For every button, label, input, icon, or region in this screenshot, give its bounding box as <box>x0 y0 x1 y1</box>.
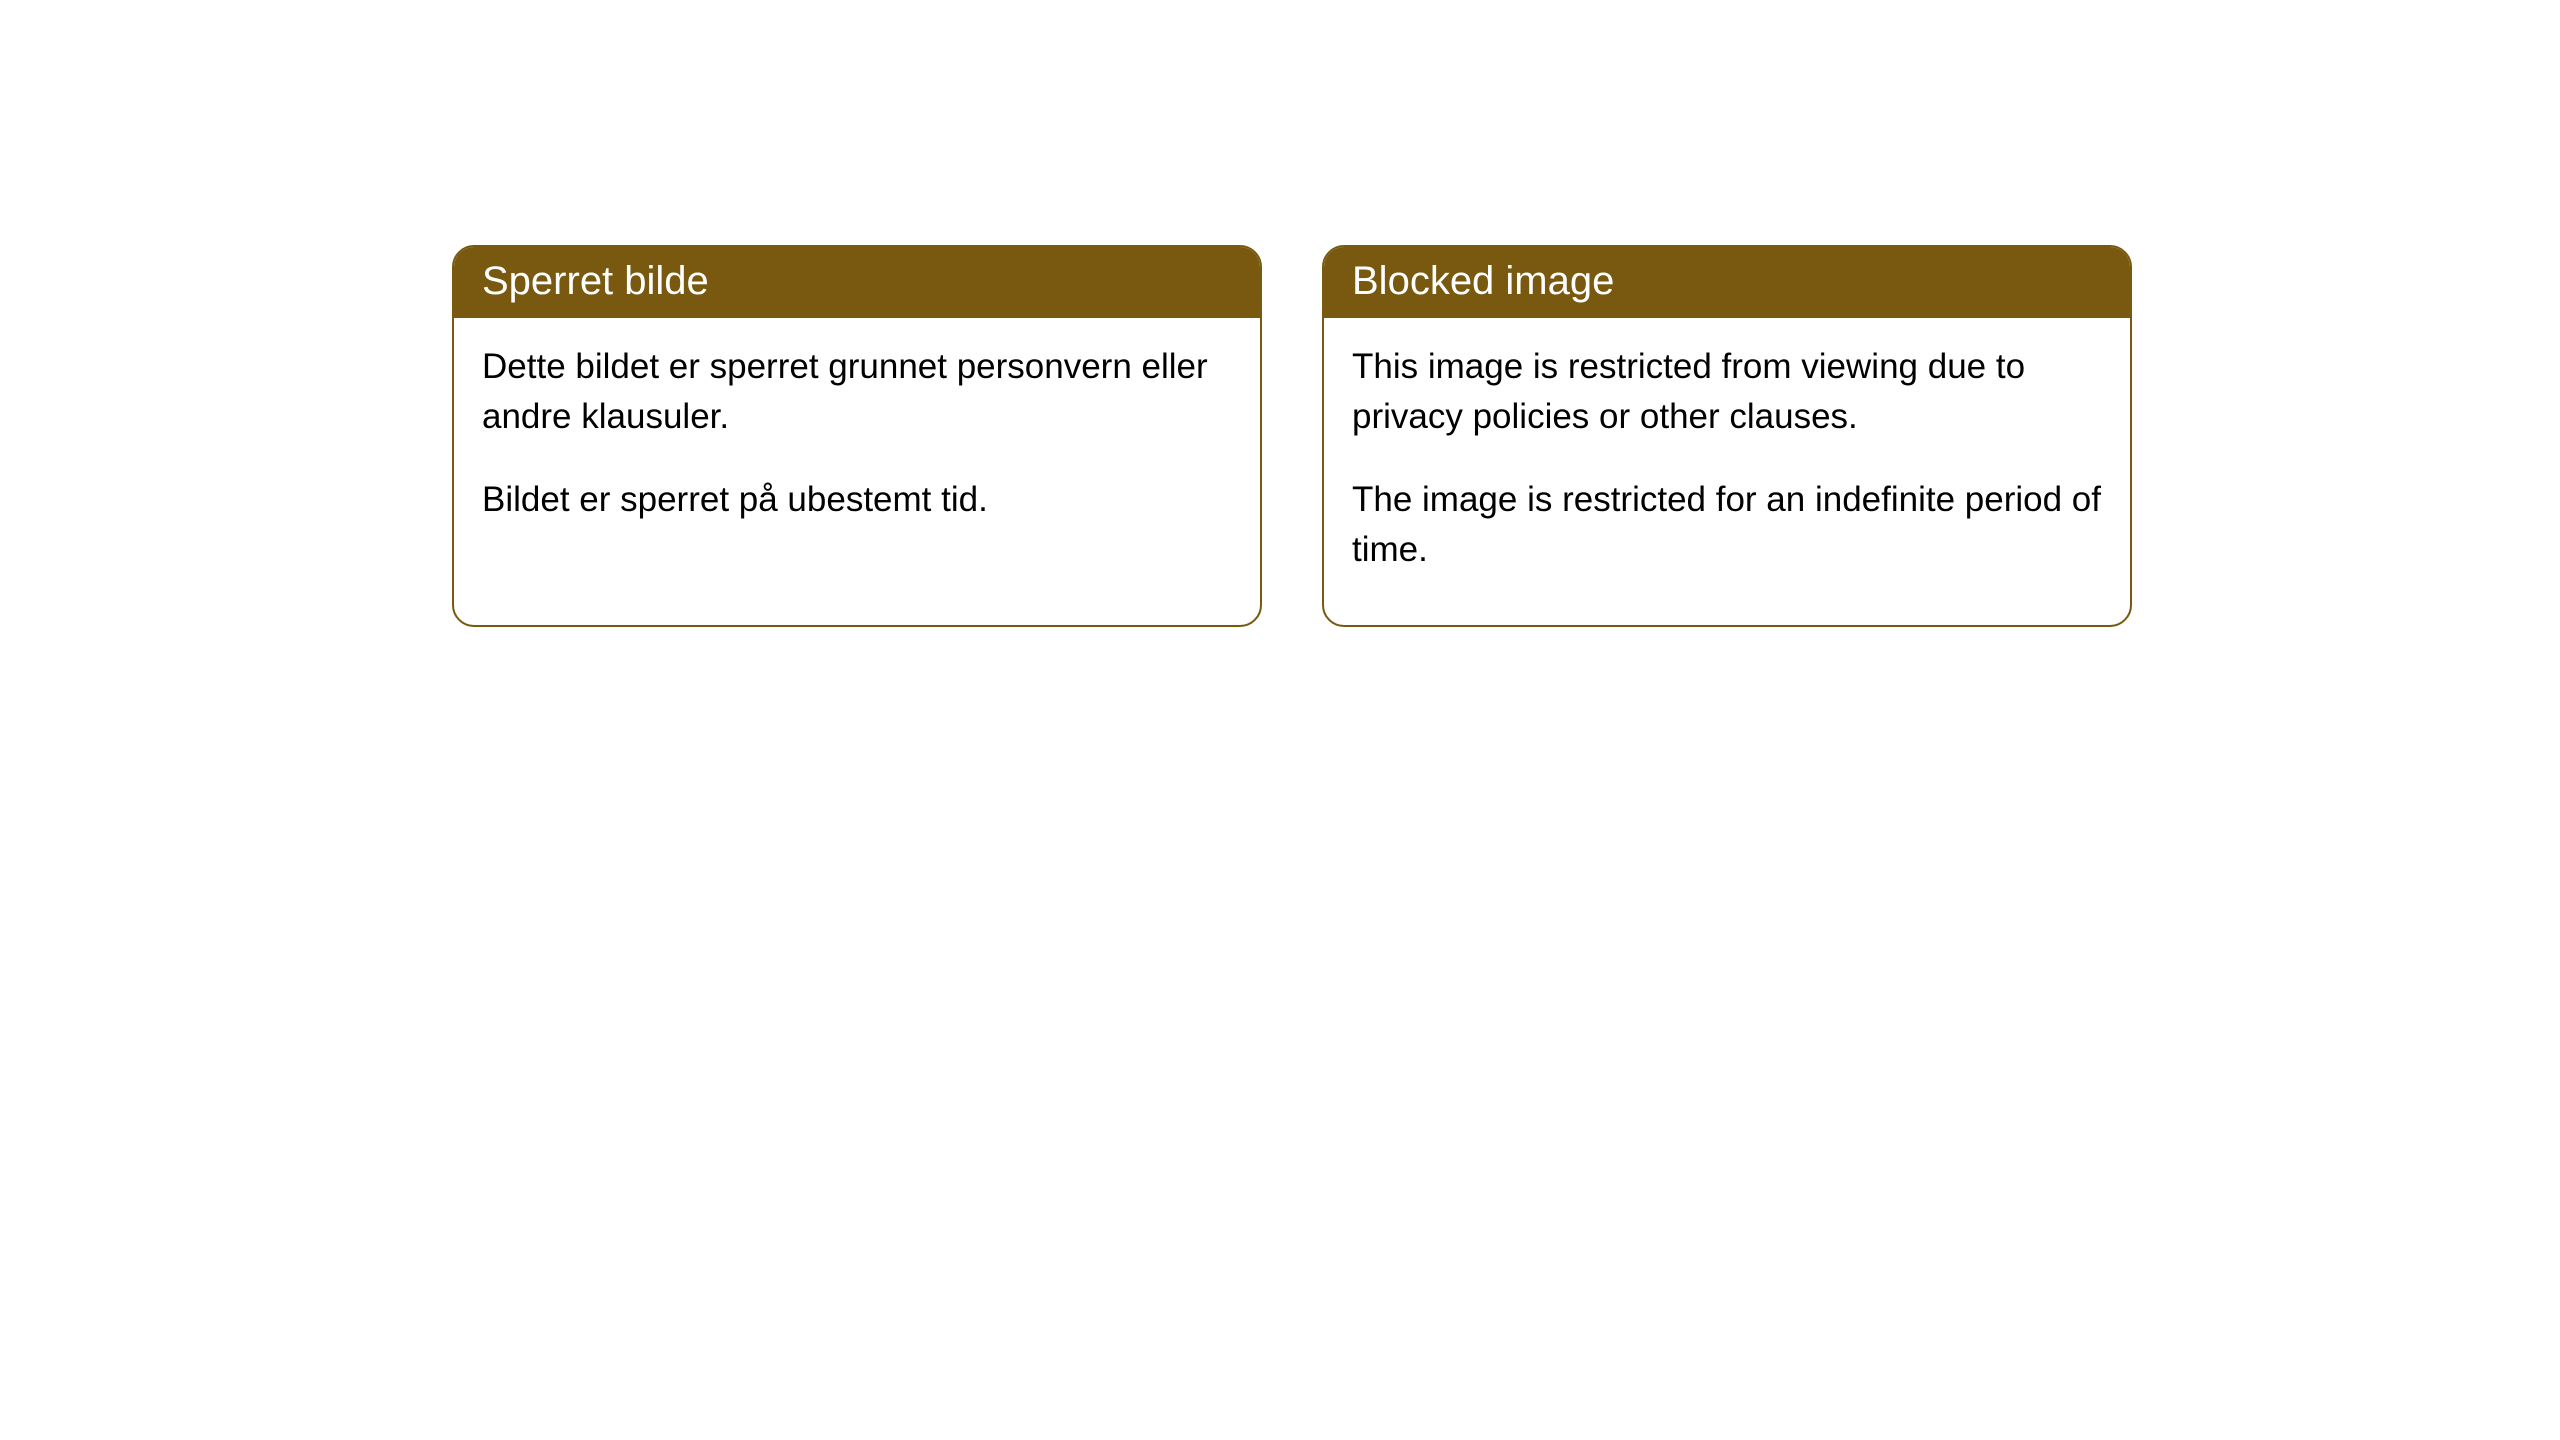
card-title: Blocked image <box>1352 259 1614 303</box>
card-paragraph: The image is restricted for an indefinit… <box>1352 475 2102 574</box>
blocked-image-card-norwegian: Sperret bilde Dette bildet er sperret gr… <box>452 245 1262 627</box>
cards-container: Sperret bilde Dette bildet er sperret gr… <box>0 0 2560 627</box>
card-body: Dette bildet er sperret grunnet personve… <box>454 318 1260 575</box>
card-paragraph: Bildet er sperret på ubestemt tid. <box>482 475 1232 525</box>
card-title: Sperret bilde <box>482 259 709 303</box>
card-paragraph: Dette bildet er sperret grunnet personve… <box>482 342 1232 441</box>
card-header: Sperret bilde <box>454 247 1260 318</box>
blocked-image-card-english: Blocked image This image is restricted f… <box>1322 245 2132 627</box>
card-paragraph: This image is restricted from viewing du… <box>1352 342 2102 441</box>
card-body: This image is restricted from viewing du… <box>1324 318 2130 625</box>
card-header: Blocked image <box>1324 247 2130 318</box>
